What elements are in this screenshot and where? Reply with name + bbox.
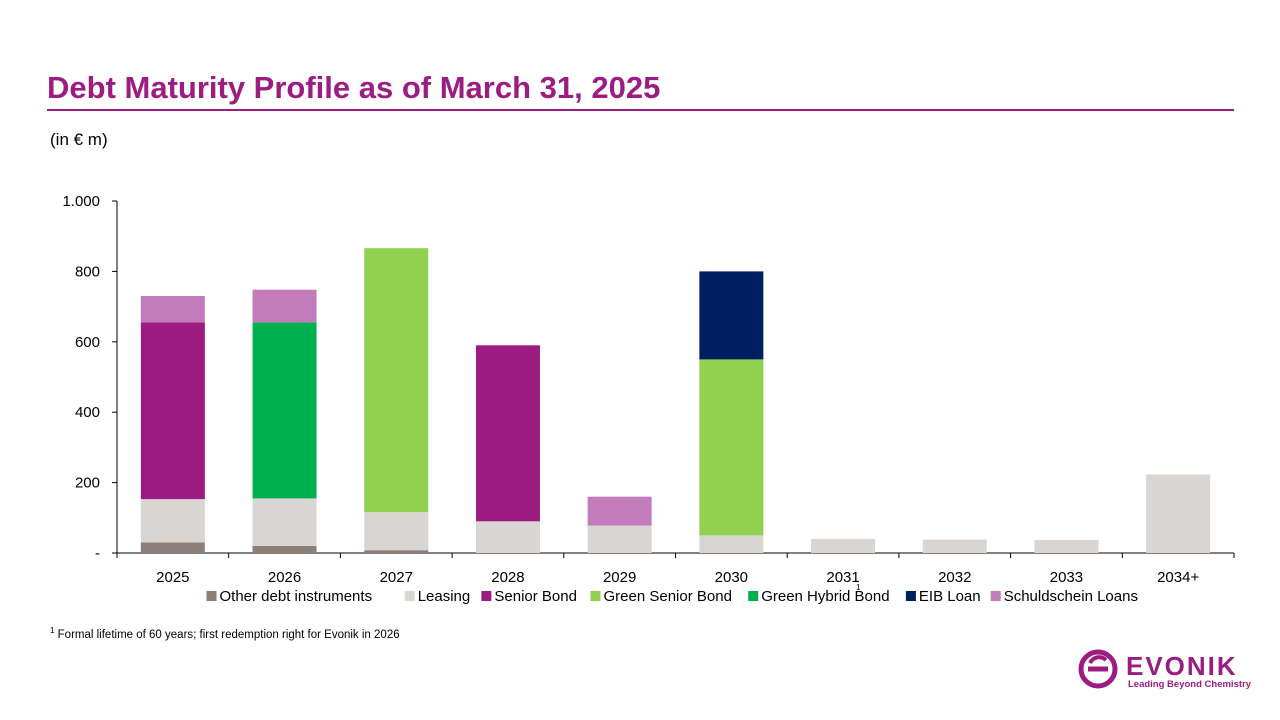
evonik-logo-icon — [1078, 649, 1118, 689]
footnote-text: Formal lifetime of 60 years; first redem… — [57, 628, 400, 641]
bar-senior-bond-2028 — [475, 345, 540, 522]
bar-leasing-2030 — [699, 535, 764, 553]
bar-other-debt-instruments-2025 — [140, 542, 205, 553]
legend-swatch — [990, 591, 1001, 601]
legend-swatch — [481, 591, 492, 601]
x-tick-label: 2033 — [1050, 569, 1083, 586]
x-tick-label: 2029 — [603, 569, 636, 586]
legend-swatch — [905, 591, 916, 601]
y-tick-label: 200 — [75, 475, 100, 492]
x-tick-footnote-marker: 1 — [856, 583, 861, 592]
page-title: Debt Maturity Profile as of March 31, 20… — [47, 70, 661, 105]
bar-green-hybrid-bond-2026 — [252, 322, 317, 499]
bar-schuldschein-loans-2025 — [140, 296, 205, 323]
bar-eib-loan-2030 — [699, 271, 764, 360]
unit-label: (in € m) — [50, 130, 108, 149]
y-tick-label: 800 — [75, 263, 100, 280]
bar-leasing-2026 — [252, 498, 317, 546]
logo-tagline: Leading Beyond Chemistry — [1128, 679, 1251, 690]
bar-senior-bond-2025 — [140, 322, 205, 500]
legend-label: Senior Bond — [494, 588, 577, 605]
x-tick-label: 2030 — [715, 569, 748, 586]
x-tick-label: 2027 — [380, 569, 413, 586]
bar-leasing-2034 — [1146, 474, 1211, 553]
bar-leasing-2029 — [587, 525, 652, 553]
legend-label: Schuldschein Loans — [1004, 588, 1138, 605]
y-tick-label: 600 — [75, 334, 100, 351]
bar-other-debt-instruments-2027 — [364, 550, 429, 553]
legend-label: Green Hybrid Bond — [761, 588, 889, 605]
y-tick-label: - — [95, 545, 100, 562]
bar-other-debt-instruments-2026 — [252, 545, 317, 553]
bar-leasing-2025 — [140, 499, 205, 543]
y-tick-label: 400 — [75, 404, 100, 421]
bar-leasing-2033 — [1034, 539, 1099, 553]
footnote-marker: 1 — [50, 626, 55, 635]
bar-green-senior-bond-2030 — [699, 359, 764, 536]
legend-swatch — [590, 591, 601, 601]
x-tick-label: 2034+ — [1157, 569, 1199, 586]
legend-label: Green Senior Bond — [604, 588, 732, 605]
legend-swatch — [404, 591, 415, 601]
bar-leasing-2028 — [475, 521, 540, 553]
legend-label: EIB Loan — [919, 588, 981, 605]
bar-leasing-2031 — [811, 538, 876, 553]
legend-swatch — [206, 591, 217, 601]
footnote: 1 Formal lifetime of 60 years; first red… — [50, 626, 400, 641]
x-tick-label: 2028 — [491, 569, 524, 586]
evonik-logo: EVONIK Leading Beyond Chemistry — [1078, 647, 1251, 693]
x-tick-label: 2032 — [938, 569, 971, 586]
legend-label: Leasing — [418, 588, 471, 605]
x-tick-label: 2025 — [156, 569, 189, 586]
x-tick-label: 2026 — [268, 569, 301, 586]
bar-leasing-2032 — [922, 539, 987, 553]
logo-wordmark: EVONIK — [1126, 651, 1238, 681]
bar-green-senior-bond-2027 — [364, 248, 429, 513]
bar-schuldschein-loans-2026 — [252, 289, 317, 323]
y-tick-label: 1.000 — [62, 193, 100, 210]
x-tick-label: 2031 — [826, 569, 859, 586]
title-divider — [47, 109, 1234, 111]
legend-label: Other debt instruments — [220, 588, 373, 605]
legend-swatch — [748, 591, 759, 601]
bar-leasing-2027 — [364, 512, 429, 551]
bar-schuldschein-loans-2029 — [587, 496, 652, 526]
